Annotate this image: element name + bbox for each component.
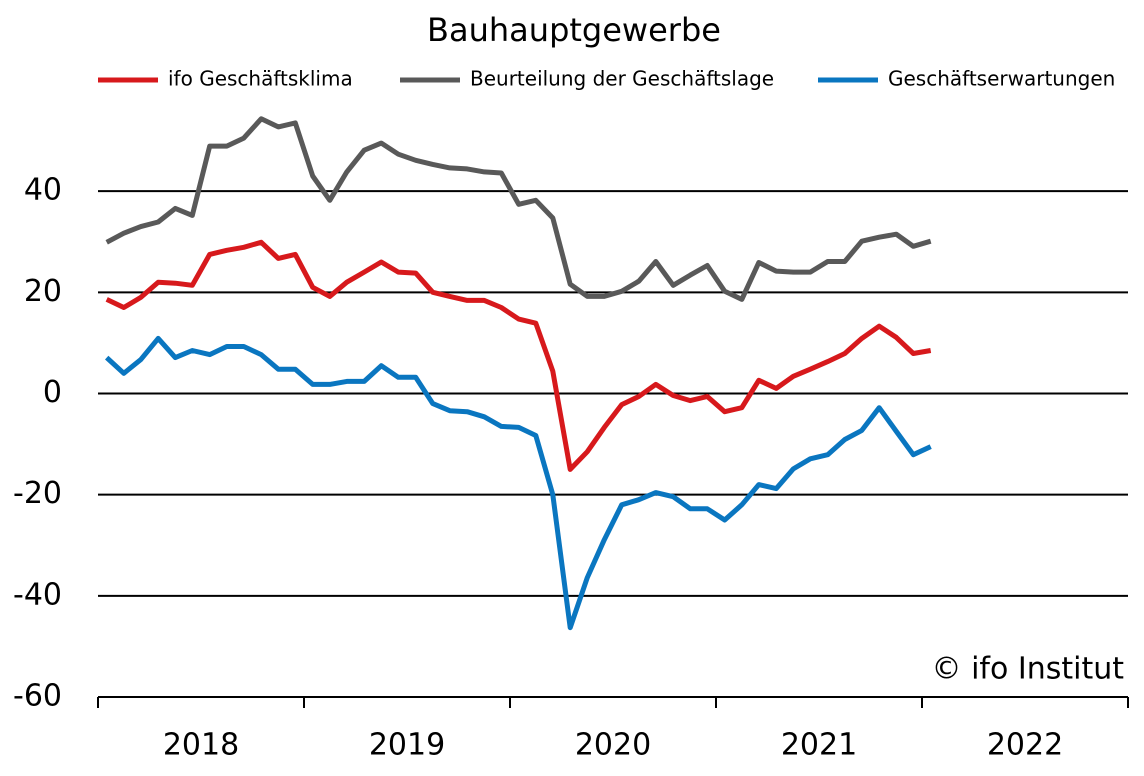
y-tick-label: 40 bbox=[24, 173, 62, 208]
x-tick-label: 2019 bbox=[369, 728, 445, 763]
series-line bbox=[105, 116, 932, 302]
x-tick-label: 2020 bbox=[575, 728, 651, 763]
y-tick-label: -60 bbox=[13, 679, 62, 714]
y-tick-label: 0 bbox=[43, 375, 62, 410]
y-tick-label: -20 bbox=[13, 476, 62, 511]
chart-title: Bauhauptgewerbe bbox=[427, 11, 721, 49]
x-tick-label: 2021 bbox=[781, 728, 857, 763]
y-tick-label: -40 bbox=[13, 577, 62, 612]
legend-label: Beurteilung der Geschäftslage bbox=[470, 67, 774, 91]
annotation: © ifo Institut bbox=[932, 652, 1125, 687]
series-line bbox=[105, 335, 932, 631]
y-tick-label: 20 bbox=[24, 274, 62, 309]
x-tick-label: 2022 bbox=[987, 728, 1063, 763]
legend-label: Geschäftserwartungen bbox=[888, 67, 1115, 91]
x-tick-label: 2018 bbox=[163, 728, 239, 763]
legend-label: ifo Geschäftsklima bbox=[168, 67, 353, 91]
series-line bbox=[105, 239, 932, 472]
